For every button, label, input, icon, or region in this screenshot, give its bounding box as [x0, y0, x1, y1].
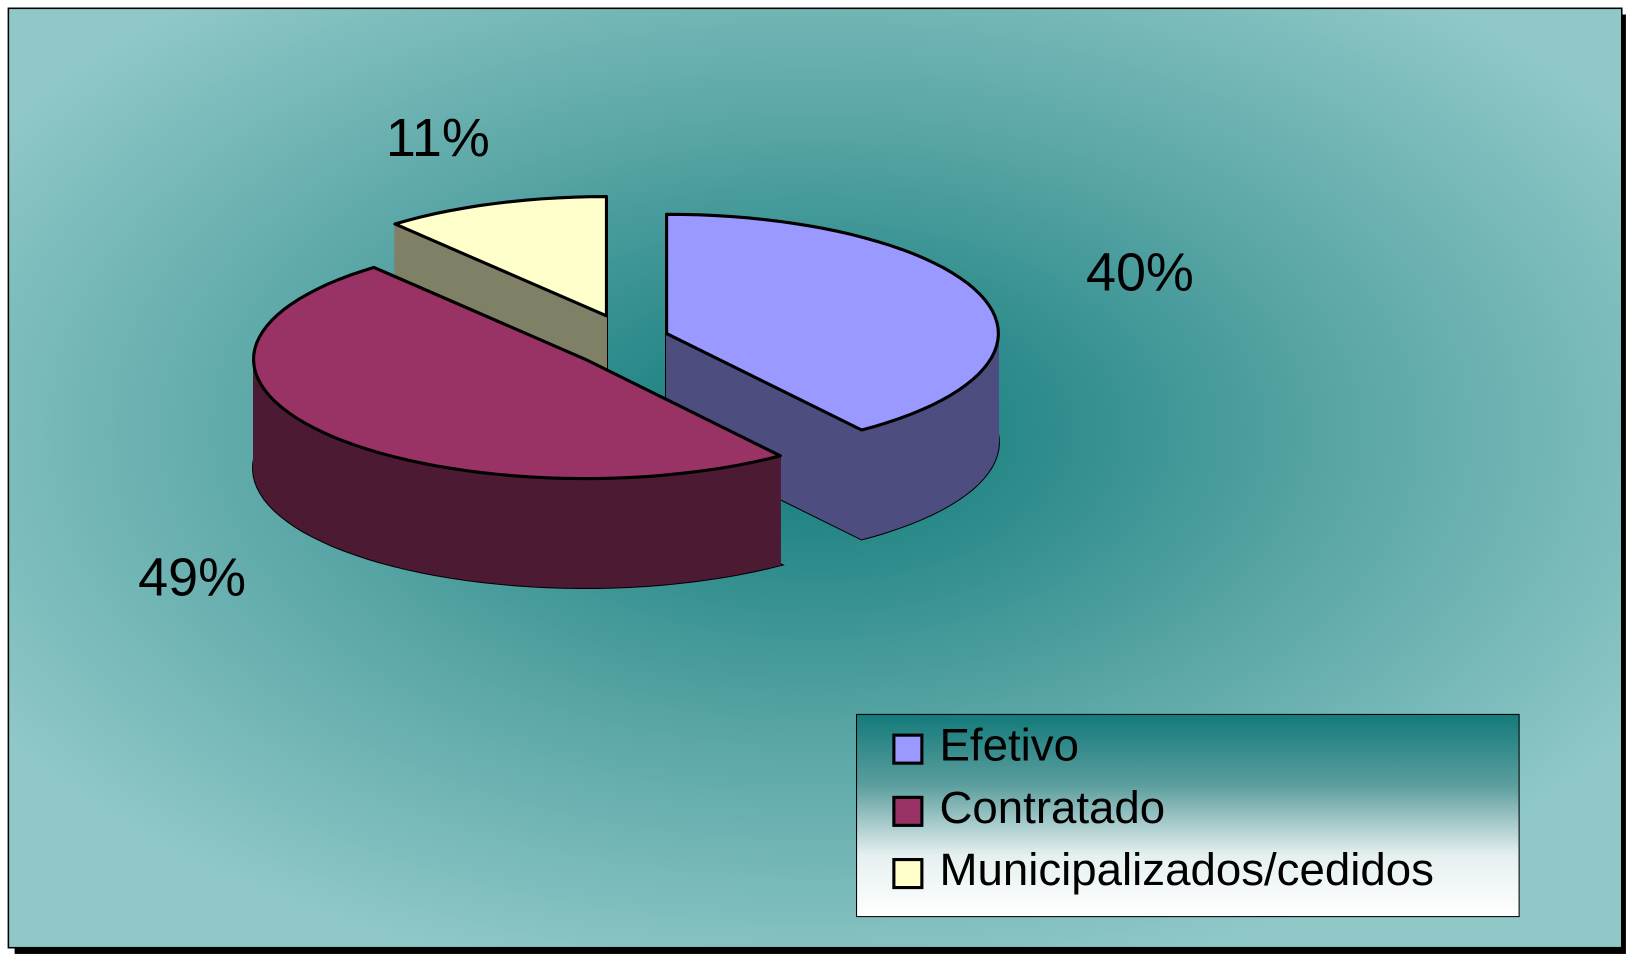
slice-side	[436, 465, 453, 578]
slice-side	[312, 426, 324, 543]
data-label: 49%	[138, 548, 246, 608]
slice-side	[260, 382, 266, 501]
slice-side	[971, 373, 979, 491]
slice-side	[466, 470, 483, 583]
data-label: 40%	[1086, 243, 1194, 303]
slice-side	[676, 471, 694, 584]
slice-side	[752, 458, 768, 572]
slice-side	[628, 476, 646, 588]
legend-items: Efetivo Contratado Municipalizados/cedidos	[892, 720, 1434, 895]
legend	[856, 713, 1520, 918]
slice-top	[252, 265, 782, 481]
slice-side	[344, 440, 357, 556]
slice-side	[949, 389, 959, 506]
slice-side	[982, 361, 989, 480]
slice-side	[612, 477, 630, 588]
slice	[252, 265, 785, 589]
slice-side	[987, 355, 993, 474]
slice-side	[287, 411, 297, 528]
slice-side	[692, 469, 709, 582]
slice-side	[920, 404, 932, 520]
slice-side	[707, 467, 725, 580]
slice-side	[874, 421, 888, 537]
slice-side	[497, 473, 515, 586]
slice-side	[898, 413, 911, 529]
legend-label: Efetivo	[939, 720, 1078, 771]
slice-top	[665, 212, 1000, 432]
slice-side	[660, 473, 678, 585]
slice-side	[930, 399, 942, 516]
slice-side	[529, 476, 548, 588]
slice-side	[380, 452, 395, 567]
data-label: 11%	[386, 108, 490, 168]
slice-top	[393, 195, 609, 318]
slice-side	[421, 462, 438, 576]
slice-side	[562, 477, 581, 588]
slice-side	[940, 394, 951, 511]
slice-side	[964, 378, 973, 496]
pie: 11% 40% 49%	[138, 108, 1194, 608]
slice	[665, 212, 1000, 541]
slice-side	[322, 431, 335, 547]
slice-side	[595, 477, 614, 588]
slice-side	[644, 474, 662, 587]
slice-side	[367, 448, 382, 563]
slice-side	[303, 421, 314, 538]
legend-swatch	[892, 795, 924, 827]
slice-side	[451, 467, 468, 581]
slice-side	[957, 384, 966, 501]
slice-side	[393, 456, 409, 570]
slice-side	[407, 459, 423, 573]
slice-side	[355, 444, 370, 560]
slice-side	[280, 405, 289, 523]
slice-side	[333, 436, 346, 552]
slice-side	[481, 472, 499, 584]
slice-side	[546, 477, 564, 588]
slice-side	[766, 455, 781, 569]
legend-label: Municipalizados/cedidos	[939, 844, 1433, 895]
legend-label: Contratado	[939, 782, 1165, 833]
slice-side	[886, 417, 900, 533]
slice-side	[737, 461, 754, 575]
slice-side	[909, 409, 922, 525]
slice-side	[269, 394, 276, 512]
slice-side	[513, 475, 531, 587]
slice-side	[861, 425, 876, 540]
slice-side	[295, 416, 305, 533]
legend-swatch	[892, 733, 924, 765]
slice-side	[977, 367, 984, 485]
slice-side	[579, 478, 597, 588]
slice-side	[274, 400, 282, 517]
legend-swatch	[892, 858, 924, 890]
slice-side	[723, 464, 739, 578]
slice-side	[264, 388, 271, 507]
